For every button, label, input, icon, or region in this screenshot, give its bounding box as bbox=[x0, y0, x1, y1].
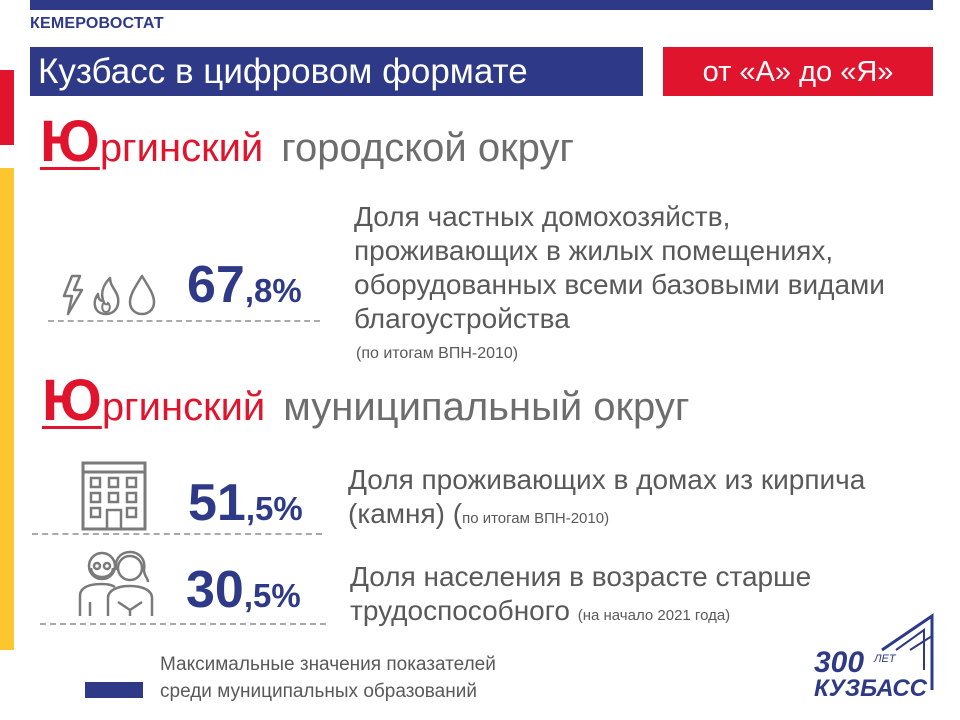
legend-line-1: Максимальные значения показателей bbox=[160, 654, 496, 675]
stat-note-elderly: (на начало 2021 года) bbox=[577, 607, 731, 624]
stat-value-brick-houses: 51,5% bbox=[188, 473, 303, 533]
stat-note-utilities: (по итогам ВПН-2010) bbox=[356, 345, 519, 362]
stat-value-frac: ,8% bbox=[244, 272, 302, 309]
divider-dashed bbox=[32, 533, 322, 535]
side-accent-yellow bbox=[0, 168, 14, 650]
agency-name: КЕМЕРОВОСТАТ bbox=[30, 15, 164, 32]
stat-value-elderly: 30,5% bbox=[186, 560, 301, 620]
legend-swatch bbox=[85, 682, 143, 698]
logo-name: КУЗБАСС bbox=[814, 675, 928, 700]
legend-text: Максимальные значения показателей среди … bbox=[160, 651, 496, 705]
kuzbass-300-logo: 300 ЛЕТ КУЗБАСС bbox=[812, 610, 942, 702]
stat-value-int: 51 bbox=[188, 474, 246, 532]
logo-number: 300 bbox=[814, 646, 864, 679]
elderly-people-icon bbox=[78, 546, 154, 618]
section-heading-municipal: Юргинский муниципальный округ bbox=[42, 367, 689, 434]
legend-line-2: среди муниципальных образований bbox=[160, 681, 477, 702]
divider-dashed bbox=[40, 623, 326, 625]
heading-name: ргинский bbox=[101, 385, 266, 429]
section-heading-city: Юргинский городской округ bbox=[40, 108, 574, 175]
side-accent-red bbox=[0, 70, 14, 145]
heading-first-letter: Ю bbox=[40, 109, 100, 174]
heading-suffix: городской округ bbox=[281, 126, 574, 170]
stat-value-int: 30 bbox=[186, 561, 244, 619]
stat-value-int: 67 bbox=[187, 256, 245, 314]
stat-value-utilities: 67,8% bbox=[187, 255, 302, 315]
heading-name: ргинский bbox=[99, 126, 264, 170]
stat-value-frac: ,5% bbox=[245, 490, 303, 527]
heading-suffix: муниципальный округ bbox=[283, 385, 690, 429]
stat-value-frac: ,5% bbox=[243, 577, 301, 614]
logo-label: ЛЕТ bbox=[873, 653, 897, 665]
stat-description-brick-houses: Доля проживающих в домах из кирпича (кам… bbox=[348, 464, 866, 529]
page-subtitle: от «А» до «Я» bbox=[663, 47, 933, 96]
stat-note-brick-houses: по итогам ВПН-2010) bbox=[462, 510, 610, 527]
divider-dashed bbox=[48, 320, 320, 322]
top-bar bbox=[30, 0, 933, 10]
building-icon bbox=[78, 460, 150, 532]
page-title: Кузбасс в цифровом формате bbox=[30, 47, 643, 96]
utilities-icon bbox=[60, 272, 160, 318]
stat-description-utilities: Доля частных домохозяйств, проживающих в… bbox=[354, 201, 885, 334]
heading-first-letter: Ю bbox=[42, 368, 102, 433]
stat-description-elderly: Доля населения в возрасте старше трудосп… bbox=[350, 561, 812, 626]
